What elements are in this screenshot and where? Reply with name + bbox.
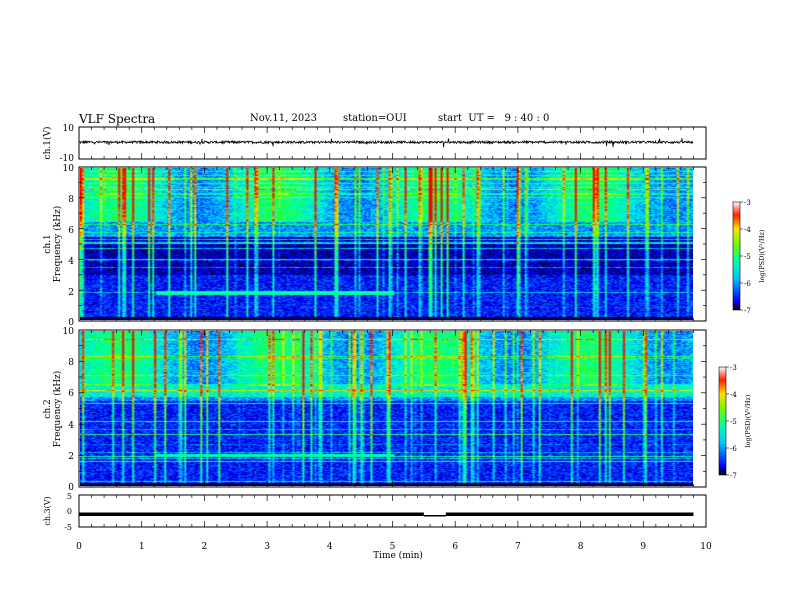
ch1-ytick-10: 10 [63, 164, 75, 174]
x-tick-label: 4 [327, 542, 333, 552]
ch1-spectrogram-image [80, 168, 693, 320]
ch2-colorbar [718, 366, 727, 476]
ch1-colorbar [732, 201, 741, 311]
ch1-ytick-0: 0 [68, 318, 74, 328]
ch1-cb-tick-6: -6 [744, 280, 751, 288]
ch2-ytick-6: 6 [68, 389, 74, 399]
ch2-ytick-8: 8 [68, 358, 74, 368]
ch2-cb-tick-6: -6 [730, 445, 737, 453]
ch1-spectrogram-panel: 0 2 4 6 8 10 ch.1 Frequency (kHz) -3 -4 … [43, 164, 766, 328]
x-tick-label: 3 [264, 542, 270, 552]
ch2-spec-ylabel-line1: ch.2 [43, 399, 53, 418]
x-tick-label: 2 [202, 542, 208, 552]
date-label: Nov.11, 2023 [250, 113, 317, 124]
plot-title: VLF Spectra [79, 112, 156, 126]
ch2-spectrogram-image [80, 331, 693, 486]
x-axis-tick-labels: 0 1 2 3 4 5 6 7 8 9 10 [76, 542, 712, 552]
ch3-waveform-ticks [78, 495, 707, 527]
x-tick-label: 1 [139, 542, 145, 552]
x-tick-label: 0 [76, 542, 82, 552]
ch2-ytick-2: 2 [68, 452, 74, 462]
ch2-cb-tick-5: -5 [730, 418, 737, 426]
ch3-ytick-minus5: -5 [64, 523, 72, 532]
ch2-colorbar-label: log(PSD)(V²/Hz) [744, 394, 752, 447]
ch2-colorbar-ticks [726, 366, 729, 476]
ch1-ytick-6: 6 [68, 226, 74, 236]
x-tick-label: 6 [452, 542, 458, 552]
ch1-waveform-trace [78, 138, 694, 148]
x-tick-label: 8 [578, 542, 584, 552]
ch1-waveform-panel: 10 -10 ch.1(V) [42, 124, 707, 164]
ch2-ytick-0: 0 [68, 483, 74, 493]
ch1-ytick-8: 8 [68, 195, 74, 205]
ch3-ylabel: ch.3(V) [43, 496, 52, 525]
x-tick-label: 7 [515, 542, 521, 552]
ch1-colorbar-ticks [740, 201, 743, 311]
ch3-ytick-5: 5 [67, 492, 72, 501]
ch1-colorbar-label: log(PSD)(V²/Hz) [758, 229, 766, 282]
ch2-spectrogram-panel: 0 2 4 6 8 10 ch.2 Frequency (kHz) -3 -4 … [43, 327, 752, 493]
ch1-cb-tick-4: -4 [744, 226, 751, 234]
x-tick-label: 10 [700, 542, 712, 552]
ch1-spec-ylabel-line2: Frequency (kHz) [52, 206, 63, 283]
ch3-waveform-panel: 5 0 -5 ch.3(V) [43, 492, 707, 532]
x-tick-label: 9 [640, 542, 646, 552]
ch1-spectrogram-ticks [78, 166, 707, 322]
x-tick-label: 5 [390, 542, 396, 552]
ch1-ylabel: ch.1(V) [42, 127, 53, 160]
ch3-waveform-trace [79, 512, 694, 517]
ch2-ytick-4: 4 [68, 421, 74, 431]
ch1-ytick-10: 10 [63, 124, 75, 134]
ch2-cb-tick-7: -7 [730, 472, 737, 480]
x-axis-label: Time (min) [373, 550, 423, 561]
ch1-ytick-2: 2 [68, 288, 74, 298]
ch1-spec-ylabel-line1: ch.1 [43, 234, 53, 253]
ch2-spec-ylabel-line2: Frequency (kHz) [52, 371, 63, 448]
ch3-ytick-0: 0 [67, 507, 72, 516]
ch2-cb-tick-4: -4 [730, 391, 737, 399]
ch1-cb-tick-3: -3 [744, 199, 751, 207]
ch2-cb-tick-3: -3 [730, 364, 737, 372]
station-label: station=OUI [343, 113, 407, 124]
ch2-spectrogram-ticks [78, 329, 707, 488]
ch1-ytick-4: 4 [68, 257, 74, 267]
ch1-ytick-minus10: -10 [60, 154, 75, 164]
ch2-ytick-10: 10 [63, 327, 75, 337]
start-ut-label: start UT = 9 : 40 : 0 [438, 113, 550, 124]
ch1-waveform-ticks [78, 127, 707, 159]
ch1-cb-tick-5: -5 [744, 253, 751, 261]
ch1-cb-tick-7: -7 [744, 307, 751, 315]
